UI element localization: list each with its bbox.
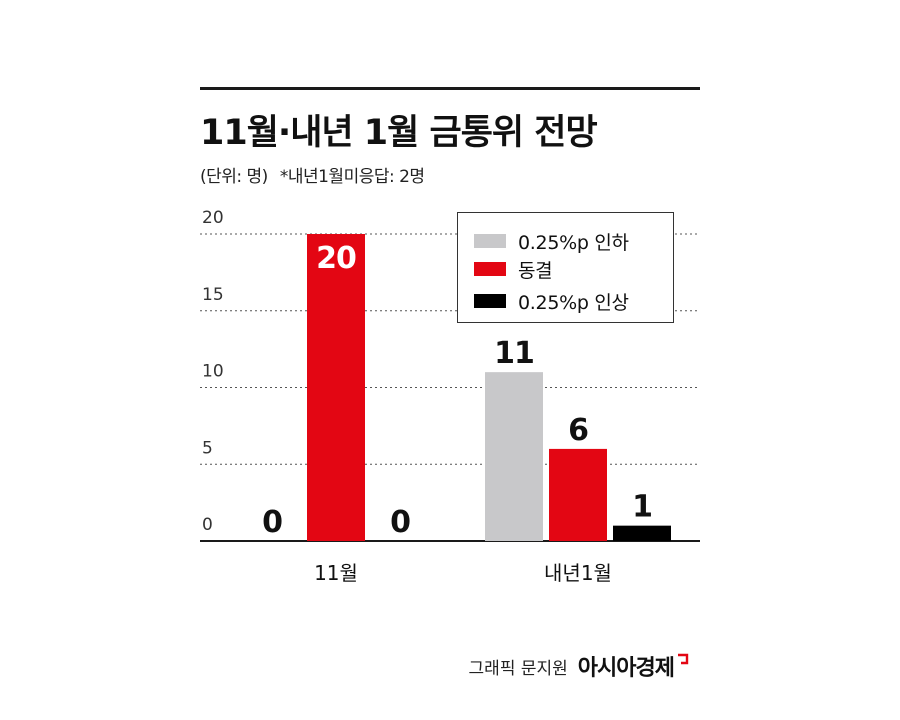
data-label: 1 [632, 490, 652, 525]
y-tick-label: 0 [202, 515, 213, 535]
chart-title: 11월·내년 1월 금통위 전망 [200, 113, 598, 153]
data-label: 0 [262, 505, 282, 540]
x-category-label: 11월 [314, 561, 358, 585]
graphic-credit: 그래픽 문지원 [468, 658, 568, 679]
legend-label-hold: 동결 [518, 259, 553, 282]
y-tick-label: 15 [202, 285, 224, 305]
y-tick-label: 5 [202, 438, 213, 458]
publisher-logo: 아시아경제 [577, 656, 675, 681]
footnote: *내년1월미응답: 2명 [279, 167, 425, 187]
top-rule [200, 87, 700, 90]
legend-item-hike: 0.25%p 인상 [474, 289, 629, 314]
legend: 0.25%p 인하 동결 0.25%p 인상 [457, 212, 674, 323]
legend-swatch-hike [474, 294, 506, 308]
bar [549, 448, 607, 541]
legend-label-cut: 0.25%p 인하 [518, 231, 629, 254]
data-label: 6 [568, 413, 588, 448]
bar [485, 372, 543, 541]
logo-mark-icon [678, 653, 689, 665]
credit: 그래픽 문지원 아시아경제 [469, 650, 690, 682]
x-category-label: 내년1월 [544, 561, 612, 585]
bar [307, 234, 365, 541]
data-label: 11 [494, 336, 534, 371]
legend-label-hike: 0.25%p 인상 [518, 291, 629, 314]
legend-item-hold: 동결 [474, 257, 553, 282]
data-label: 0 [390, 505, 410, 540]
y-tick-label: 20 [202, 208, 224, 228]
legend-item-cut: 0.25%p 인하 [474, 229, 629, 254]
unit-label: (단위: 명) [200, 167, 268, 187]
bar [613, 525, 671, 541]
legend-swatch-hold [474, 262, 506, 276]
data-label: 20 [316, 241, 356, 276]
chart-subtitle: (단위: 명) *내년1월미응답: 2명 [200, 162, 425, 187]
legend-swatch-cut [474, 234, 506, 248]
y-tick-label: 10 [202, 362, 224, 382]
